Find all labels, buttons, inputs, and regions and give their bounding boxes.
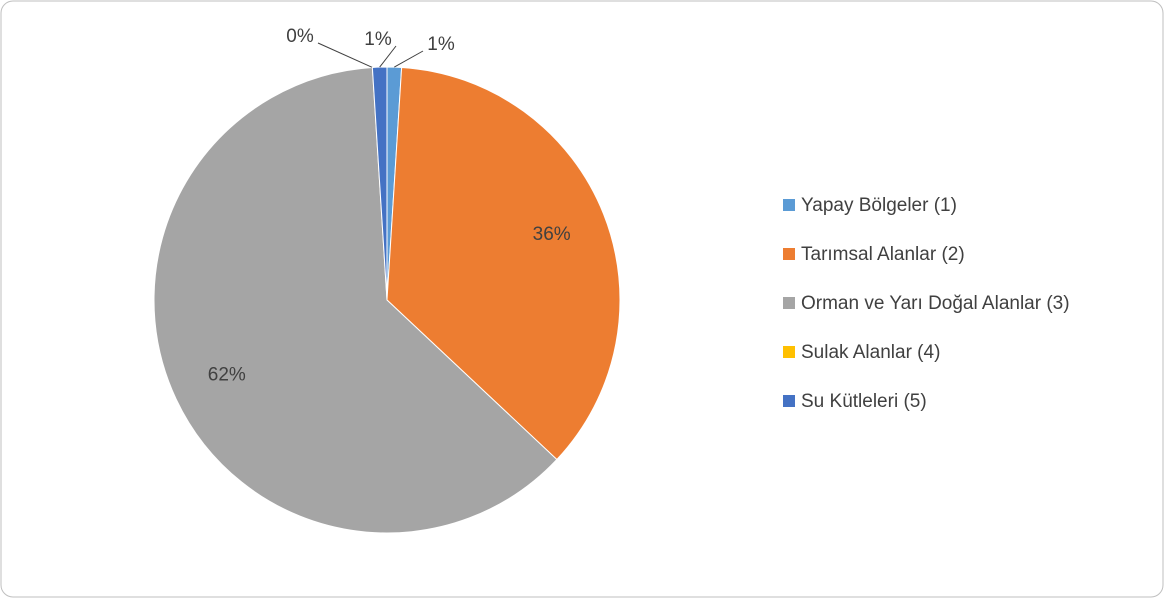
legend-label: Su Kütleleri (5) xyxy=(801,391,927,412)
legend-swatch xyxy=(783,248,795,260)
leader-line xyxy=(379,45,397,68)
legend-label: Sulak Alanlar (4) xyxy=(801,342,940,363)
data-label: 1% xyxy=(427,34,455,55)
leader-line xyxy=(317,42,373,68)
data-label: 36% xyxy=(533,224,571,245)
data-label: 1% xyxy=(364,29,392,50)
legend-swatch xyxy=(783,297,795,309)
data-label: 62% xyxy=(208,364,246,385)
legend-swatch xyxy=(783,395,795,407)
pie-slice xyxy=(386,66,621,461)
legend-label: Yapay Bölgeler (1) xyxy=(801,195,957,216)
pie-slice xyxy=(153,66,558,534)
legend-swatch xyxy=(783,199,795,211)
data-label: 0% xyxy=(286,26,314,47)
leader-line xyxy=(394,50,424,68)
legend-label: Orman ve Yarı Doğal Alanlar (3) xyxy=(801,293,1070,314)
legend-label: Tarımsal Alanlar (2) xyxy=(801,244,965,265)
legend-swatch xyxy=(783,346,795,358)
